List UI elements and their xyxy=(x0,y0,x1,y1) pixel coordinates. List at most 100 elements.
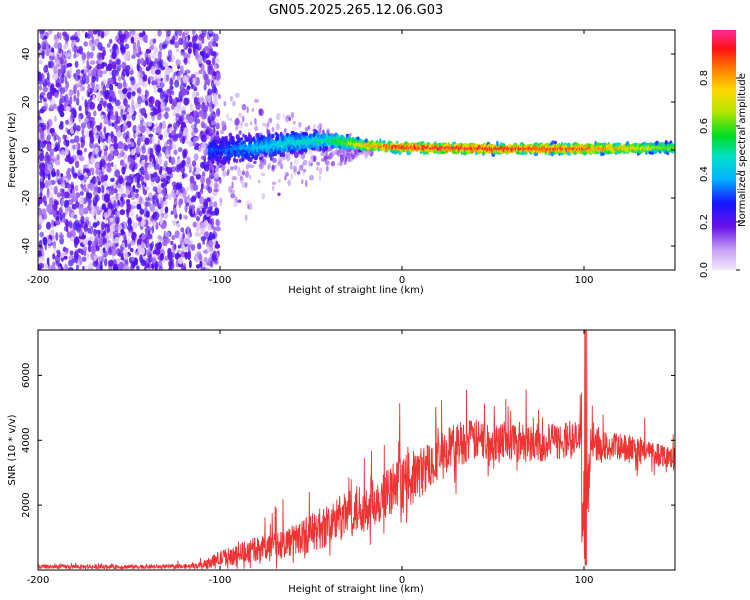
spectrogram-noise-mark xyxy=(130,36,135,44)
spectrogram-noise-mark xyxy=(178,200,182,209)
spectrogram-noise-mark xyxy=(174,79,180,88)
spectrogram-scatter-mark xyxy=(308,160,312,167)
spectrogram-scatter-mark xyxy=(278,159,283,165)
spectrogram-noise-mark xyxy=(87,69,92,75)
spectrogram-noise-mark xyxy=(192,221,198,228)
spectrogram-scatter-mark xyxy=(293,158,299,165)
spectrogram-scatter-mark xyxy=(246,106,249,114)
spectrogram-noise-mark xyxy=(91,68,97,78)
spectrogram-noise-mark xyxy=(123,154,128,160)
spectrogram-noise-mark xyxy=(174,41,180,49)
spectrogram-noise-mark xyxy=(215,226,221,232)
spectrogram-scatter-mark xyxy=(298,121,302,128)
spectrogram-scatter-mark xyxy=(258,163,264,170)
spectrogram-scatter-mark xyxy=(233,165,238,170)
spectrogram-scatter-mark xyxy=(241,103,247,111)
spectrogram-noise-mark xyxy=(149,136,153,145)
spectrogram-noise-mark xyxy=(108,59,113,68)
spectrogram-ridge-mark xyxy=(305,132,308,137)
spectrogram-noise-mark xyxy=(107,202,114,210)
spectrogram-scatter-mark xyxy=(211,126,215,134)
spectrogram-noise-mark xyxy=(201,176,205,184)
spectrogram-noise-mark xyxy=(104,89,110,98)
spectrogram-noise-mark xyxy=(146,90,150,98)
spectrogram-noise-mark xyxy=(78,156,85,162)
spectrogram-noise-mark xyxy=(113,188,118,194)
spectrogram-noise-mark xyxy=(143,142,146,150)
spectrogram-noise-mark xyxy=(52,253,56,260)
spectrogram-noise-mark xyxy=(151,136,155,145)
spectrogram-scatter-mark xyxy=(230,166,234,171)
spectrogram-noise-mark xyxy=(115,179,119,185)
spectrogram-scatter-mark xyxy=(220,120,225,128)
spectrogram-noise-mark xyxy=(62,86,68,93)
spectrogram-scatter-mark xyxy=(247,203,250,210)
spectrogram-noise-mark xyxy=(158,101,162,107)
spectrogram-noise-mark xyxy=(193,127,199,134)
spectrogram-scatter-mark xyxy=(290,172,293,180)
spectrogram-noise-mark xyxy=(74,185,79,192)
spectrogram-noise-mark xyxy=(88,236,94,241)
spectrogram-ridge-mark xyxy=(233,157,236,163)
spectrogram-noise-mark xyxy=(180,65,184,74)
spectrogram-noise-mark xyxy=(160,101,166,110)
spectrogram-ridge-mark xyxy=(241,157,245,162)
spectrogram-noise-mark xyxy=(49,85,55,93)
spectrogram-scatter-mark xyxy=(346,148,352,153)
spectrogram-noise-mark xyxy=(189,103,194,112)
spectrogram-noise-mark xyxy=(50,142,56,148)
spectrogram-noise-mark xyxy=(205,126,210,135)
spectrogram-noise-mark xyxy=(203,73,209,81)
spectrogram-noise-mark xyxy=(207,95,212,104)
spectrogram-noise-mark xyxy=(107,231,113,239)
spectrogram-noise-mark xyxy=(185,186,189,192)
spectrogram-noise-mark xyxy=(197,55,204,64)
spectrogram-noise-mark xyxy=(152,38,157,44)
spectrogram-noise-mark xyxy=(155,78,159,84)
spectrogram-noise-mark xyxy=(170,90,175,96)
spectrogram-noise-mark xyxy=(65,33,70,42)
spectrogram-noise-mark xyxy=(212,226,217,231)
spectrogram-scatter-mark xyxy=(320,152,326,157)
spectrogram-noise-mark xyxy=(68,220,73,229)
spectrogram-noise-mark xyxy=(111,247,117,257)
spectrogram-noise-mark xyxy=(147,121,152,127)
spectrogram-noise-mark xyxy=(47,60,52,69)
spectrogram-noise-mark xyxy=(198,34,203,41)
spectrogram-noise-mark xyxy=(46,204,52,213)
spectrogram-ridge-mark xyxy=(222,164,226,170)
spectrogram-scatter-mark xyxy=(302,172,305,176)
spectrogram-noise-mark xyxy=(184,251,189,258)
spectrogram-noise-mark xyxy=(86,253,90,259)
spectrogram-noise-mark xyxy=(121,242,126,248)
spectrogram-noise-mark xyxy=(165,30,172,35)
spectrogram-noise-mark xyxy=(92,222,98,228)
spectrogram-noise-mark xyxy=(151,53,157,60)
spectrogram-noise-mark xyxy=(161,188,167,197)
spectrogram-noise-mark xyxy=(86,161,90,170)
spectrogram-noise-mark xyxy=(95,245,100,252)
spectrogram-noise-mark xyxy=(131,113,136,121)
spectrogram-noise-mark xyxy=(92,207,96,217)
spectrogram-noise-mark xyxy=(104,257,108,267)
spectrogram-noise-mark xyxy=(108,259,114,267)
spectrogram-noise-mark xyxy=(136,39,140,49)
spectrogram-noise-mark xyxy=(114,263,120,270)
spectrogram-noise-mark xyxy=(107,135,111,145)
spectrogram-noise-mark xyxy=(108,152,112,160)
spectrogram-noise-mark xyxy=(131,91,136,96)
spectrogram-noise-mark xyxy=(114,236,120,245)
spectrogram-noise-mark xyxy=(58,48,62,54)
spectrogram-scatter-mark xyxy=(245,170,249,178)
spectrogram-scatter-mark xyxy=(244,214,248,222)
spectrogram-noise-mark xyxy=(134,32,140,41)
spectrogram-noise-mark xyxy=(101,62,108,67)
spectrogram-noise-mark xyxy=(185,30,191,33)
spectrogram-noise-mark xyxy=(208,218,213,225)
spectrogram-noise-mark xyxy=(79,196,84,206)
spectrogram-noise-mark xyxy=(129,239,136,246)
spectrogram-scatter-mark xyxy=(367,150,372,156)
spectrogram-noise-mark xyxy=(199,50,205,57)
spectrogram-scatter-mark xyxy=(237,199,242,203)
spectrogram-noise-mark xyxy=(96,91,102,99)
